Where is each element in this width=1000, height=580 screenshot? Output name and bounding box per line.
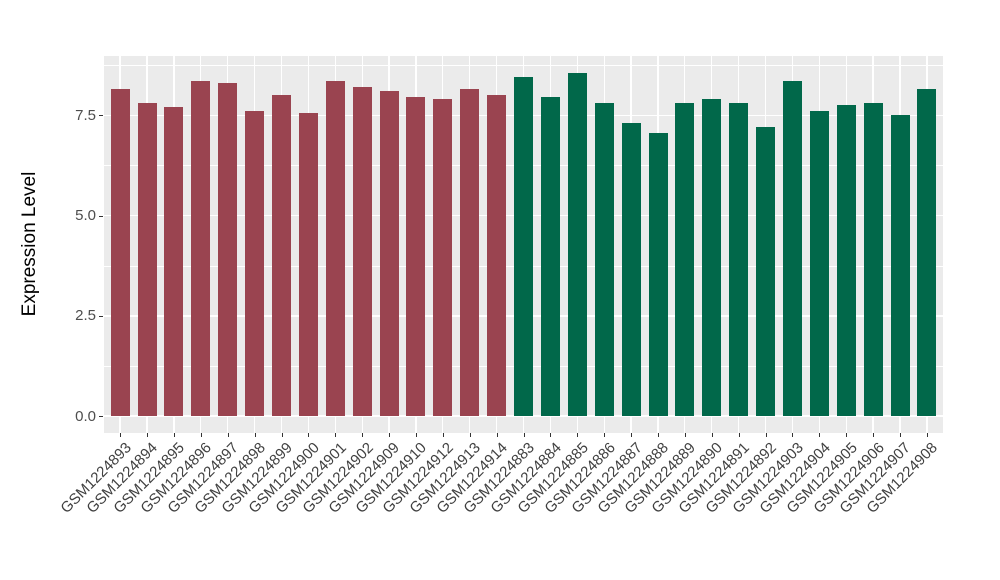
x-tick-mark (846, 433, 848, 437)
bar (890, 115, 910, 417)
x-tick-mark (523, 433, 525, 437)
x-tick-mark (684, 433, 686, 437)
bar (917, 89, 937, 416)
bar (702, 99, 722, 416)
x-tick-mark (173, 433, 175, 437)
bar (540, 97, 560, 416)
y-tick-label: 2.5 (75, 307, 96, 325)
bar (514, 77, 533, 416)
bar (621, 123, 641, 416)
x-tick-mark (550, 433, 552, 437)
x-tick-mark (711, 433, 713, 437)
x-tick-mark (120, 433, 122, 437)
bar (487, 95, 507, 416)
y-tick-mark (99, 215, 103, 217)
bar (567, 73, 587, 416)
bar (675, 103, 695, 416)
x-tick-mark (415, 433, 417, 437)
bar (110, 89, 130, 416)
x-tick-mark (765, 433, 767, 437)
x-tick-mark (496, 433, 498, 437)
x-tick-mark (308, 433, 310, 437)
bar (863, 103, 883, 416)
x-tick-mark (604, 433, 606, 437)
x-tick-mark (200, 433, 202, 437)
x-tick-mark (362, 433, 364, 437)
bar (137, 103, 157, 416)
y-tick-label: 0.0 (75, 407, 96, 425)
bar (325, 81, 345, 416)
bar (406, 97, 426, 416)
y-tick-label: 7.5 (75, 106, 96, 124)
bar (433, 99, 453, 416)
x-tick-mark (254, 433, 256, 437)
bar (729, 103, 749, 416)
bar (379, 91, 399, 416)
x-tick-mark (873, 433, 875, 437)
x-tick-mark (658, 433, 659, 437)
x-tick-mark (926, 433, 928, 437)
bar (594, 103, 614, 416)
x-tick-mark (469, 433, 471, 437)
bar (218, 83, 238, 416)
bar (782, 81, 802, 416)
bar (756, 127, 775, 416)
x-tick-mark (227, 433, 229, 437)
x-tick-mark (819, 433, 821, 437)
x-tick-mark (147, 433, 148, 437)
x-tick-mark (281, 433, 283, 437)
bar (298, 113, 318, 416)
x-tick-mark (738, 433, 740, 437)
y-tick-mark (99, 315, 103, 317)
x-tick-mark (389, 433, 390, 437)
bar (836, 105, 856, 416)
x-tick-mark (900, 433, 901, 437)
y-tick-mark (99, 115, 103, 117)
bar (272, 95, 291, 416)
bar (809, 111, 829, 416)
bar (245, 111, 265, 416)
bar (164, 107, 184, 416)
y-axis-title: Expression Level (19, 171, 40, 317)
x-tick-mark (442, 433, 444, 437)
x-tick-mark (631, 433, 633, 437)
y-tick-label: 5.0 (75, 207, 96, 224)
bar (191, 81, 211, 416)
x-tick-mark (335, 433, 337, 437)
x-tick-mark (792, 433, 794, 437)
x-tick-mark (577, 433, 579, 437)
y-tick-mark (99, 416, 103, 417)
bar (352, 87, 372, 416)
bar (648, 133, 668, 416)
bar (460, 89, 480, 416)
plot-panel (104, 56, 943, 433)
